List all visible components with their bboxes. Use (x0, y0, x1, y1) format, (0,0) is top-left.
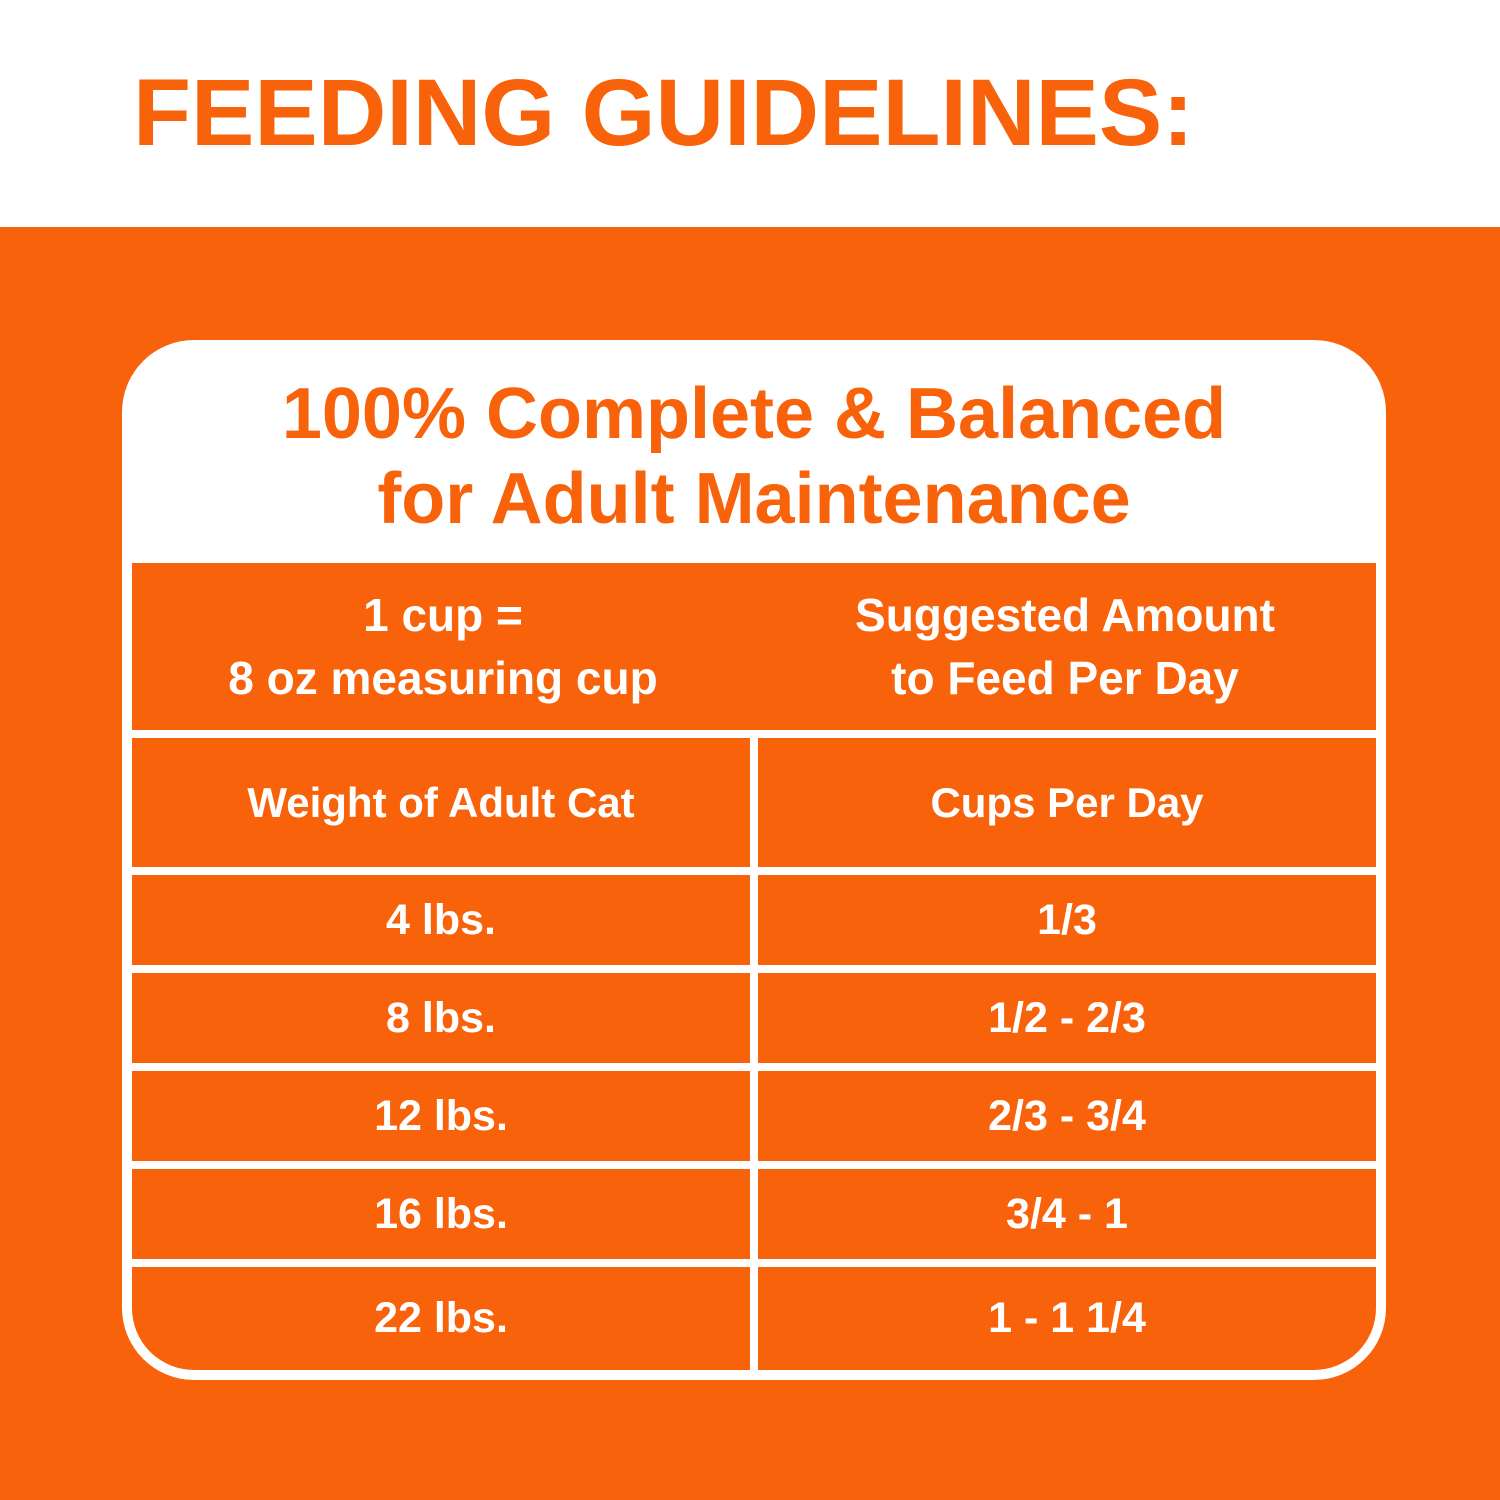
row-12lbs-weight: 12 lbs. (132, 1071, 750, 1161)
row-16lbs-cups: 3/4 - 1 (758, 1169, 1376, 1259)
feeding-table: 1 cup = 8 oz measuring cup Suggested Amo… (132, 563, 1376, 1370)
guidelines-card-inner: 100% Complete & Balanced for Adult Maint… (132, 350, 1376, 1370)
row-16lbs-weight: 16 lbs. (132, 1169, 750, 1259)
row-4lbs-cups: 1/3 (758, 875, 1376, 965)
intro-cup-line1: 1 cup = (363, 589, 523, 642)
row-22lbs-cups: 1 - 1 1/4 (758, 1267, 1376, 1370)
intro-suggested-amount: Suggested Amount to Feed Per Day (754, 584, 1376, 708)
column-header-cups: Cups Per Day (758, 738, 1376, 867)
row-4lbs-weight: 4 lbs. (132, 875, 750, 965)
row-12lbs-cups: 2/3 - 3/4 (758, 1071, 1376, 1161)
page-title: FEEDING GUIDELINES: (133, 60, 1194, 166)
table-intro-row: 1 cup = 8 oz measuring cup Suggested Amo… (132, 563, 1376, 730)
column-header-weight: Weight of Adult Cat (132, 738, 750, 867)
row-8lbs-cups: 1/2 - 2/3 (758, 973, 1376, 1063)
row-8lbs-weight: 8 lbs. (132, 973, 750, 1063)
row-22lbs-weight: 22 lbs. (132, 1267, 750, 1370)
intro-suggested-line1: Suggested Amount (855, 589, 1275, 642)
intro-suggested-line2: to Feed Per Day (891, 651, 1239, 704)
card-heading-line1: 100% Complete & Balanced (281, 374, 1227, 455)
top-band: FEEDING GUIDELINES: (0, 0, 1500, 227)
guidelines-card: 100% Complete & Balanced for Adult Maint… (122, 340, 1386, 1380)
intro-cup-line2: 8 oz measuring cup (228, 651, 658, 704)
card-heading: 100% Complete & Balanced for Adult Maint… (132, 350, 1376, 563)
orange-background: 100% Complete & Balanced for Adult Maint… (0, 227, 1500, 1500)
card-heading-line2: for Adult Maintenance (377, 458, 1131, 539)
intro-cup-definition: 1 cup = 8 oz measuring cup (132, 584, 754, 708)
